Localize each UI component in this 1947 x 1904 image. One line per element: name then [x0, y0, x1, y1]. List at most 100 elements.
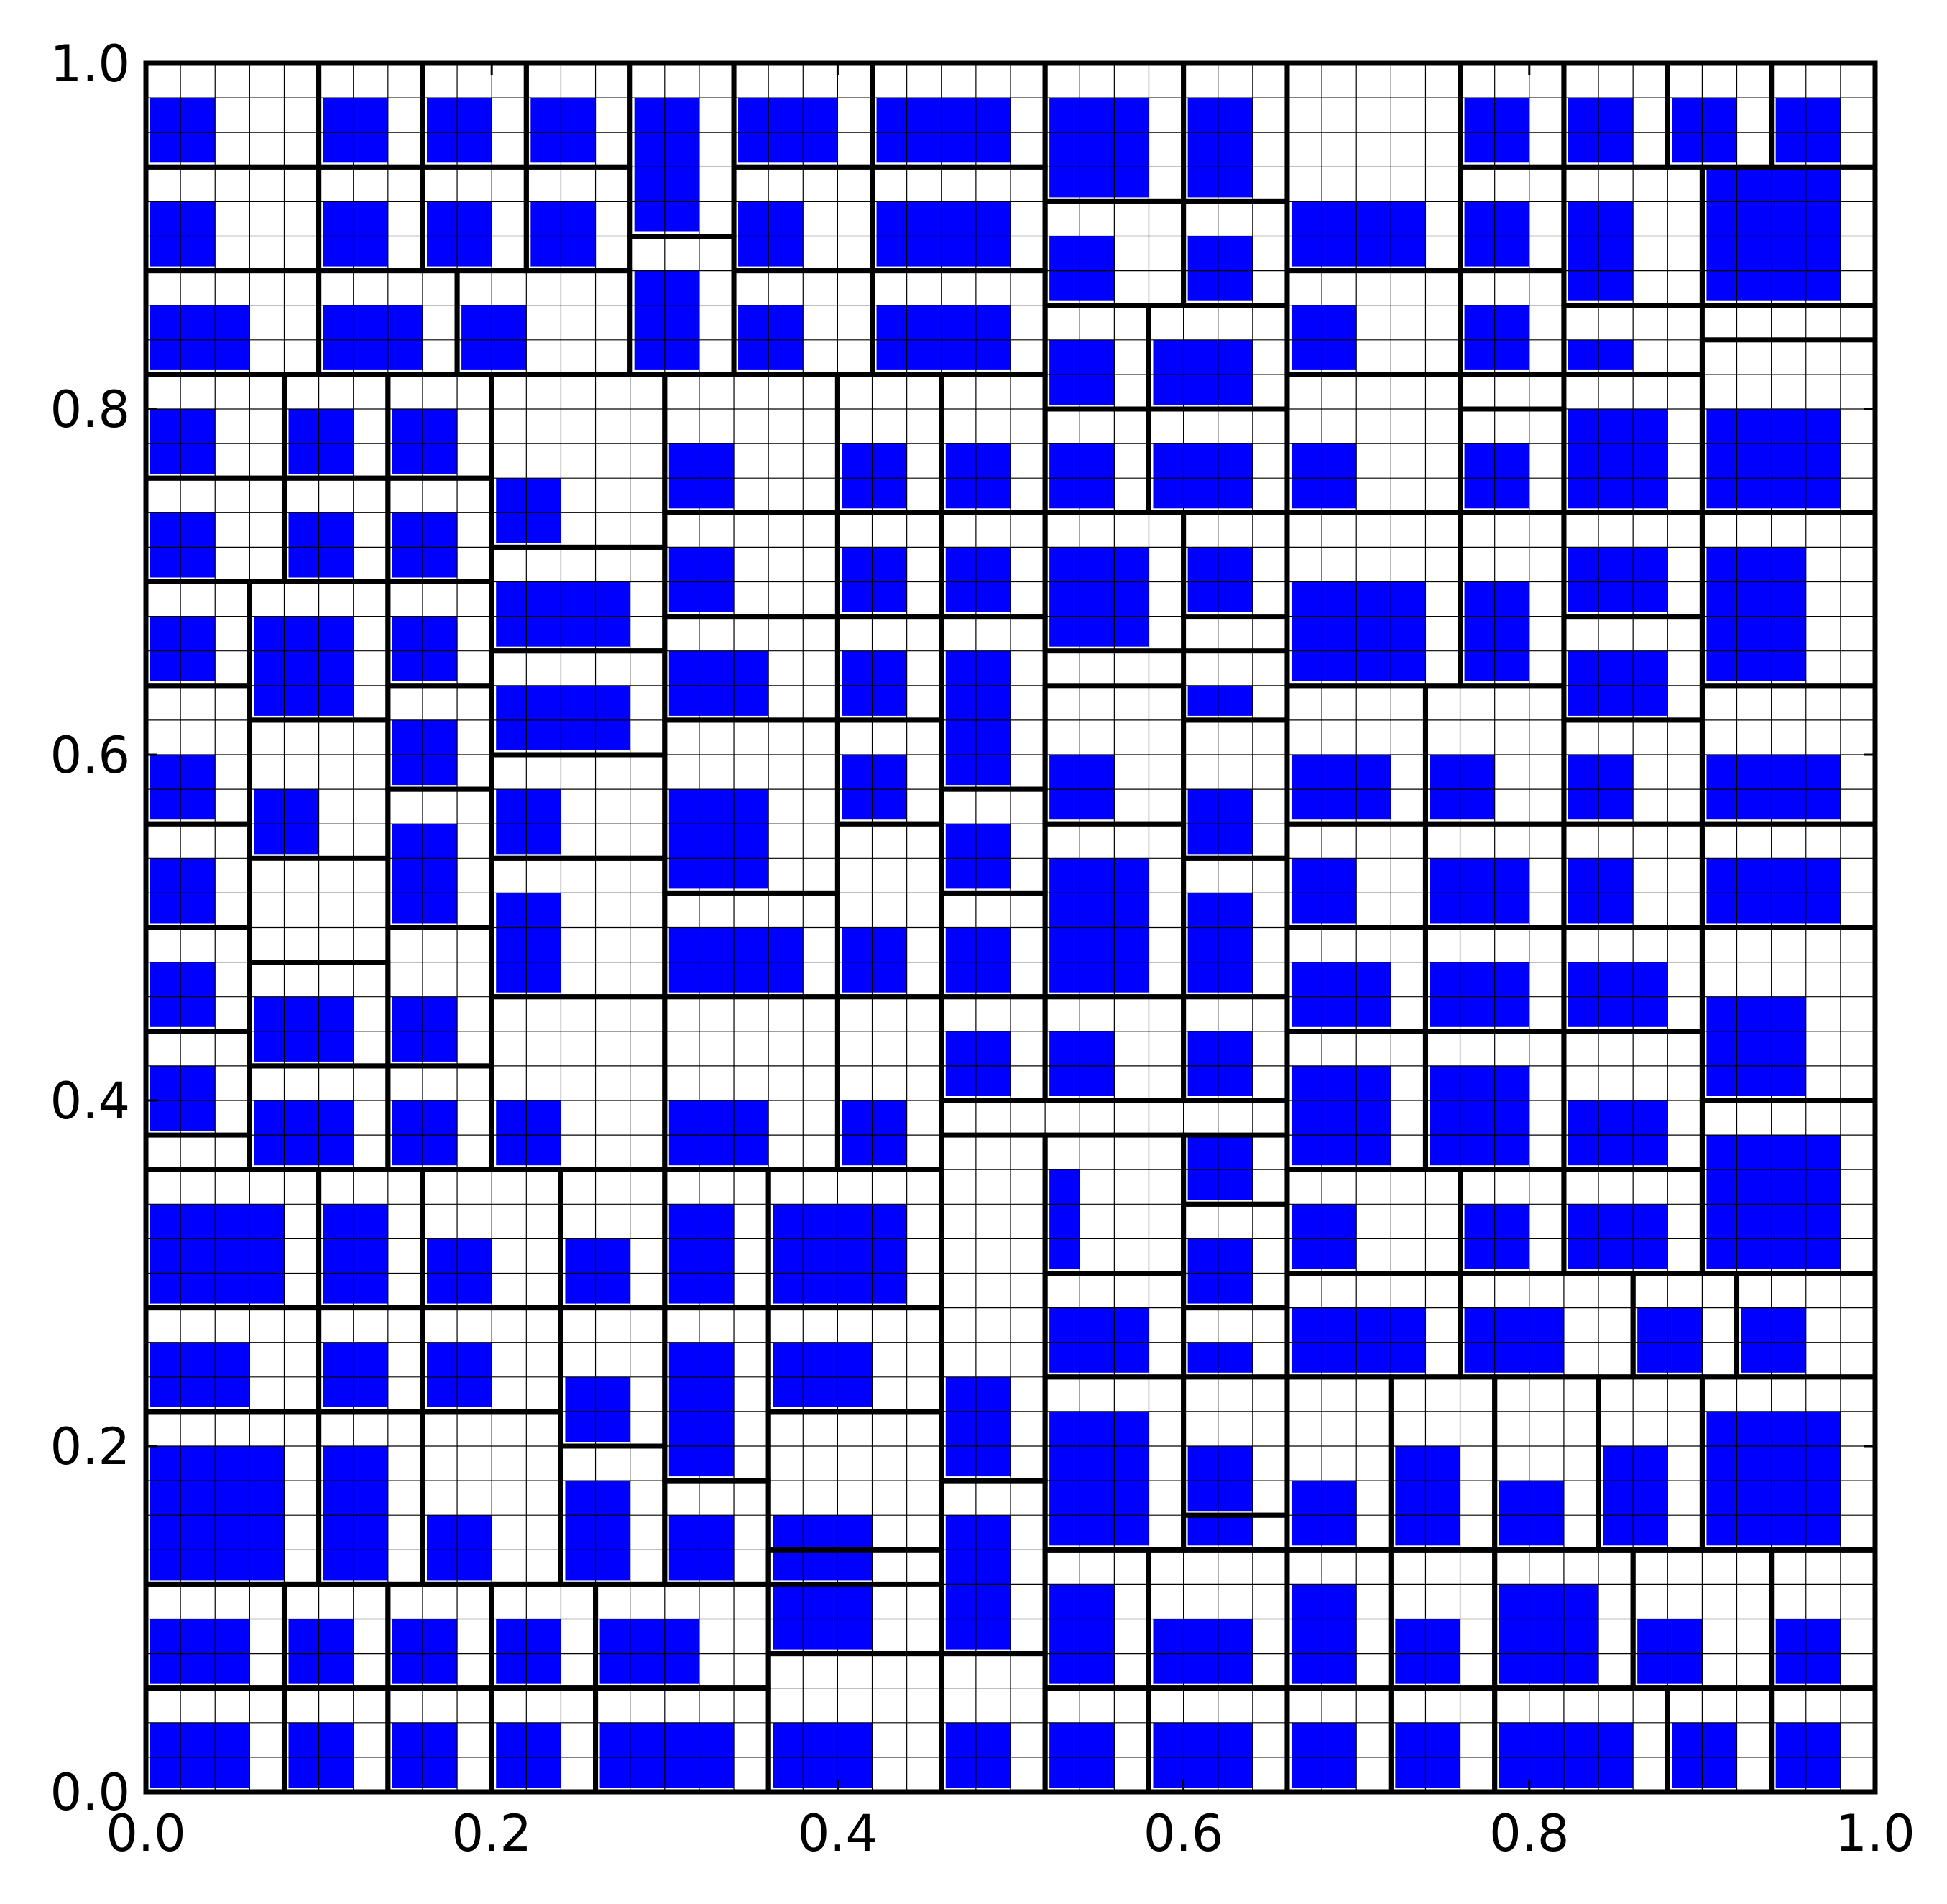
block-fill [773, 1342, 873, 1407]
block-fill [496, 1619, 561, 1684]
block-fill [150, 1342, 250, 1407]
block-fill [254, 1100, 354, 1166]
x-tick-label: 1.0 [1835, 1804, 1915, 1863]
block-fill [1568, 755, 1634, 820]
block-fill [1568, 201, 1634, 301]
block-fill [1291, 1065, 1391, 1166]
block-fill [1568, 1204, 1668, 1269]
block-fill [1430, 858, 1529, 924]
block-fill [1153, 443, 1253, 509]
block-fill [599, 1619, 699, 1684]
block-fill [945, 927, 1011, 993]
block-fill [461, 305, 527, 370]
block-fill [1291, 1307, 1426, 1373]
block-fill [1187, 1135, 1253, 1200]
block-fill [392, 824, 458, 924]
block-fill [668, 547, 735, 612]
x-tick-label: 0.6 [1143, 1804, 1223, 1863]
block-fill [1430, 1065, 1529, 1166]
block-fill [945, 547, 1011, 612]
block-fill [668, 1342, 735, 1477]
x-tick-labels: 0.0 0.2 0.4 0.6 0.8 1.0 [106, 1804, 1915, 1863]
block-fill [150, 1204, 285, 1304]
block-fill [496, 1722, 561, 1788]
block-fill [150, 1722, 250, 1788]
block-fill [1464, 1307, 1564, 1373]
block-fill [1291, 201, 1426, 267]
block-fill [738, 98, 838, 163]
block-fill [1775, 1722, 1841, 1788]
block-fill [1049, 1307, 1149, 1373]
block-fill [565, 1238, 630, 1304]
block-fill [1568, 650, 1668, 716]
block-fill [288, 1619, 354, 1684]
block-fill [773, 1584, 873, 1650]
block-fill [842, 443, 907, 509]
block-fill [288, 512, 354, 578]
plot-frame [143, 60, 1878, 1795]
y-tick-label: 0.8 [50, 380, 130, 439]
block-fill [1291, 1204, 1357, 1269]
block-fill [1706, 996, 1806, 1096]
block-fill [150, 858, 216, 924]
block-fill [1464, 581, 1529, 681]
block-fill [1049, 858, 1149, 993]
block-fill [392, 1619, 458, 1684]
y-tick-label: 0.6 [50, 726, 130, 785]
y-tick-label: 1.0 [50, 35, 130, 93]
block-fill [565, 1481, 630, 1581]
block-fill [668, 1100, 769, 1166]
block-fill [1395, 1619, 1460, 1684]
block-fill [1499, 1584, 1599, 1684]
block-fill [1706, 1135, 1841, 1269]
block-fill [392, 996, 458, 1062]
block-fill [668, 650, 769, 716]
block-fill [773, 1722, 873, 1788]
block-fill [1153, 1619, 1253, 1684]
block-fill [945, 1031, 1011, 1096]
block-fill [1049, 98, 1149, 198]
block-fill [254, 789, 319, 855]
block-fill [392, 1722, 458, 1788]
block-fill [426, 1515, 492, 1581]
block-fill [150, 962, 216, 1027]
block-fill [150, 616, 216, 681]
block-fill [1187, 893, 1253, 993]
block-fill [945, 1722, 1011, 1788]
block-fill [1568, 1100, 1668, 1166]
block-fill [1395, 1446, 1460, 1546]
block-fill [1187, 685, 1253, 716]
block-fill [392, 616, 458, 681]
block-fill [150, 201, 216, 267]
block-fill [392, 512, 458, 578]
block-fill [392, 409, 458, 474]
block-fill [150, 1065, 216, 1131]
block-fill [288, 1722, 354, 1788]
block-fill [426, 1238, 492, 1304]
block-fill [945, 824, 1011, 889]
block-fill [150, 512, 216, 578]
block-fill [1637, 1619, 1703, 1684]
block-fill [1153, 339, 1253, 405]
block-fill [323, 1342, 388, 1407]
x-tick-label: 0.2 [452, 1804, 532, 1863]
block-fill [842, 547, 907, 612]
y-tick-label: 0.4 [50, 1072, 130, 1131]
block-fill [1568, 409, 1668, 509]
block-fill [945, 443, 1011, 509]
block-fill [1291, 1722, 1357, 1788]
block-fill [1706, 755, 1841, 820]
block-fill [426, 201, 492, 267]
block-fill [323, 98, 388, 163]
block-fill [1049, 1722, 1115, 1788]
block-fill [1568, 339, 1634, 370]
block-fill [496, 789, 561, 855]
fill-layer [150, 98, 1841, 1788]
block-fill [1568, 98, 1634, 163]
block-fill [1568, 858, 1634, 924]
block-fill [668, 443, 735, 509]
block-fill [1187, 98, 1253, 198]
block-fill [1153, 1722, 1253, 1788]
block-fill [1775, 1619, 1841, 1684]
